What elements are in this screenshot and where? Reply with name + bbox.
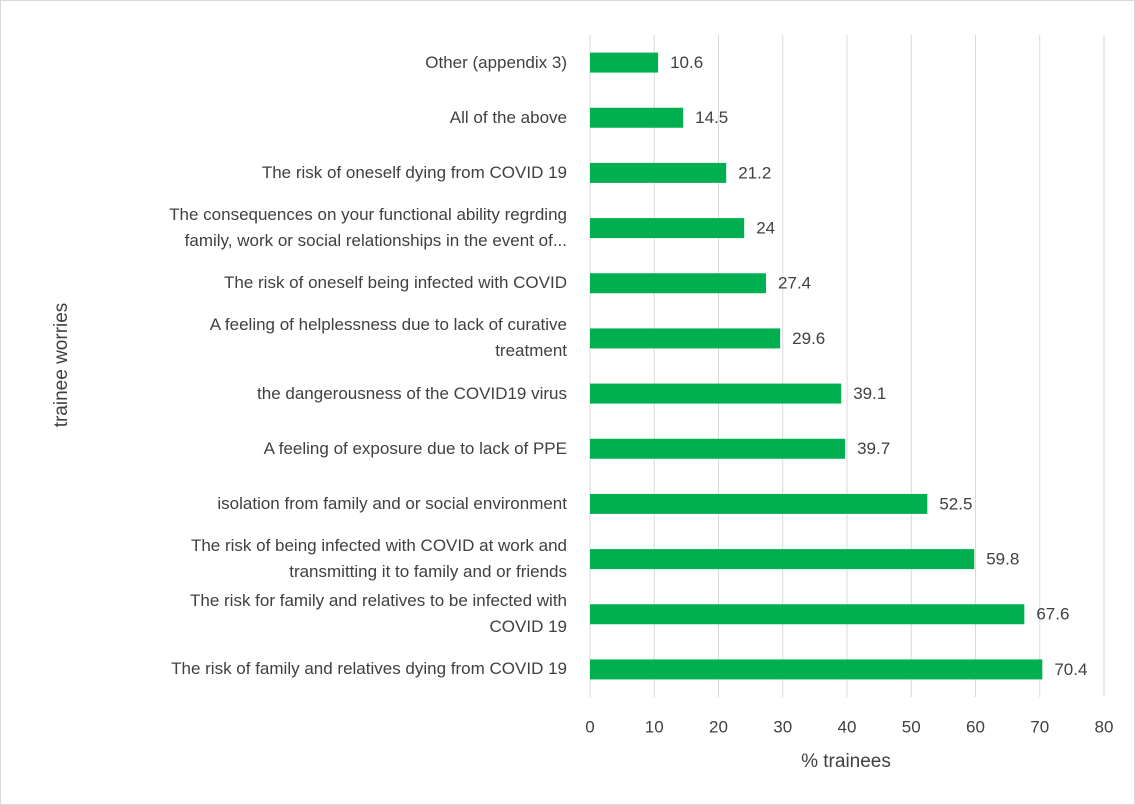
- bar: [590, 273, 767, 294]
- y-tick-label: isolation from family and or social envi…: [217, 493, 567, 513]
- value-label: 24: [756, 219, 775, 238]
- value-label: 67.6: [1036, 605, 1069, 624]
- value-label: 70.4: [1054, 660, 1087, 679]
- y-tick-label: The risk of oneself being infected with …: [224, 273, 567, 293]
- bar: [590, 383, 842, 404]
- value-label: 52.5: [939, 494, 972, 513]
- y-tick-label: The risk of family and relatives dying f…: [171, 659, 567, 679]
- bar: [590, 659, 1043, 680]
- x-tick-label: 70: [1030, 717, 1049, 736]
- x-tick-label: 10: [645, 717, 664, 736]
- bar: [590, 493, 928, 514]
- y-tick-label: The risk of oneself dying from COVID 19: [261, 162, 567, 182]
- bar: [590, 549, 975, 570]
- x-tick-label: 0: [585, 717, 594, 736]
- y-tick-label: A feeling of exposure due to lack of PPE: [263, 438, 567, 458]
- x-tick-label: 60: [966, 717, 985, 736]
- bar: [590, 162, 727, 183]
- y-tick-label: Other (appendix 3): [425, 52, 567, 72]
- y-tick-label: A feeling of helplessness due to lack of…: [209, 315, 567, 361]
- bar: [590, 107, 684, 128]
- value-label: 14.5: [695, 108, 728, 127]
- value-label: 27.4: [778, 274, 811, 293]
- y-axis-title: trainee worries: [51, 303, 72, 428]
- y-tick-label: the dangerousness of the COVID19 virus: [257, 383, 567, 403]
- y-tick-label: The risk for family and relatives to be …: [190, 591, 567, 637]
- bar: [590, 52, 659, 73]
- x-tick-label: 80: [1095, 717, 1114, 736]
- value-label: 21.2: [738, 163, 771, 182]
- bar: [590, 328, 781, 349]
- y-tick-label: The consequences on your functional abil…: [169, 205, 567, 251]
- x-tick-label: 50: [902, 717, 921, 736]
- value-label: 39.7: [857, 439, 890, 458]
- x-tick-label: 30: [773, 717, 792, 736]
- y-tick-label: All of the above: [449, 107, 567, 127]
- x-tick-label: 40: [838, 717, 857, 736]
- bar: [590, 438, 846, 459]
- value-label: 10.6: [670, 53, 703, 72]
- x-axis-title: % trainees: [801, 751, 891, 772]
- value-label: 59.8: [986, 550, 1019, 569]
- value-label: 29.6: [792, 329, 825, 348]
- bar: [590, 218, 745, 239]
- y-tick-label: The risk of being infected with COVID at…: [190, 536, 567, 582]
- value-label: 39.1: [853, 384, 886, 403]
- bar: [590, 604, 1025, 625]
- x-tick-label: 20: [709, 717, 728, 736]
